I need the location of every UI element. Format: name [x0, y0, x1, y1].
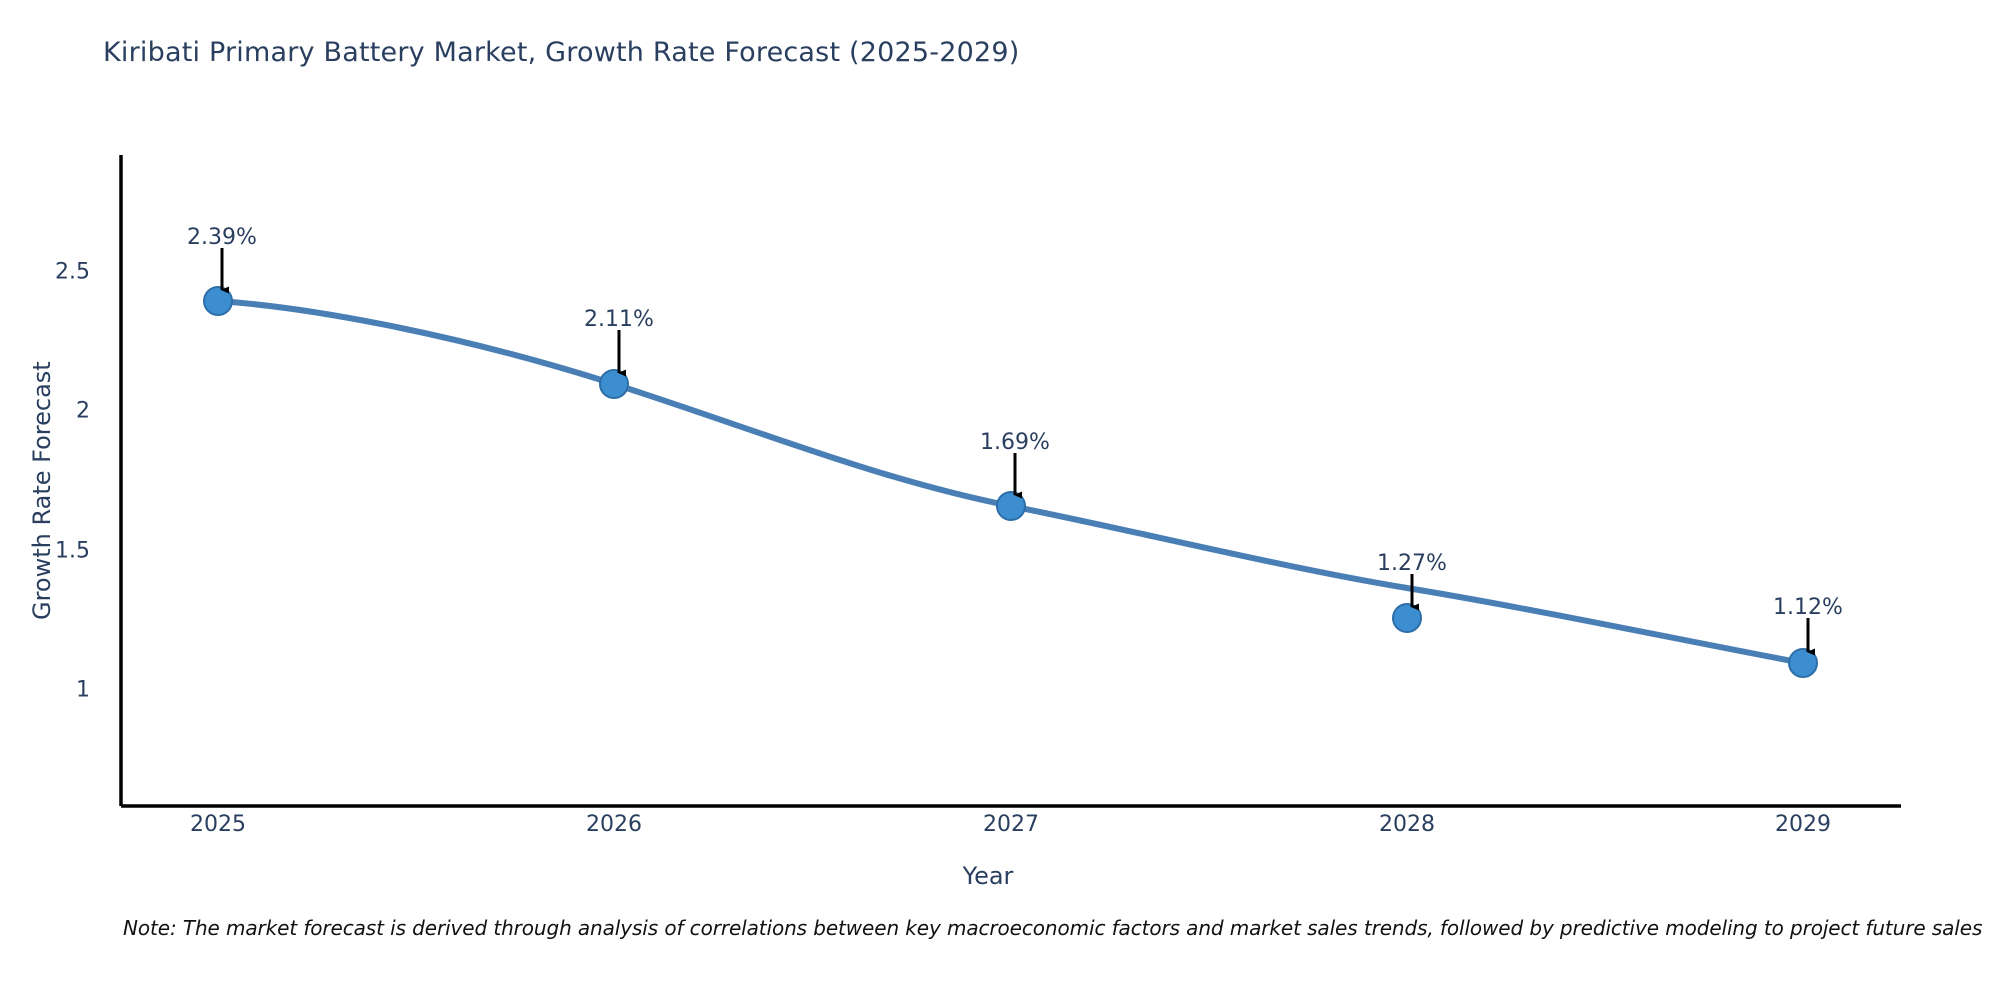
y-tick-label: 1 [76, 677, 90, 703]
x-tick-label: 2027 [983, 812, 1039, 837]
chart-title: Kiribati Primary Battery Market, Growth … [103, 37, 1020, 68]
data-point-marker[interactable] [599, 369, 629, 399]
x-tick-label: 2028 [1379, 812, 1435, 837]
data-point-label: 2.11% [584, 307, 654, 332]
data-point-label: 2.39% [187, 225, 257, 250]
footnote-text: Note: The market forecast is derived thr… [123, 916, 1983, 940]
data-series-line [215, 298, 1806, 666]
data-point-marker[interactable] [1788, 648, 1818, 678]
x-tick-label: 2025 [190, 812, 246, 837]
data-point-marker[interactable] [203, 286, 233, 316]
data-point-label: 1.69% [980, 430, 1050, 455]
data-point-marker[interactable] [1392, 603, 1422, 633]
x-tick-label: 2029 [1775, 812, 1831, 837]
y-tick-label: 2.5 [55, 259, 90, 285]
y-tick-label: 2 [76, 398, 90, 424]
x-tick-label: 2026 [586, 812, 642, 837]
data-point-marker[interactable] [996, 491, 1026, 521]
data-point-label: 1.27% [1377, 551, 1447, 576]
y-tick-label: 1.5 [55, 538, 90, 564]
x-axis-title: Year [962, 862, 1014, 890]
data-point-label: 1.12% [1773, 595, 1843, 620]
